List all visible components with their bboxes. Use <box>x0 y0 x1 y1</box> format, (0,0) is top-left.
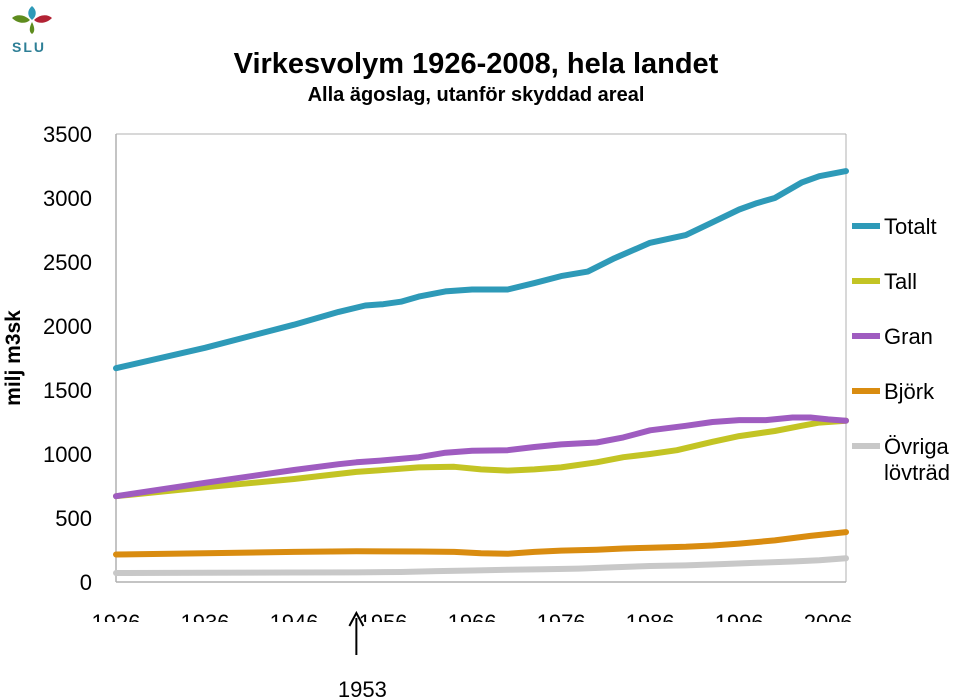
x-tick-label: 1956 <box>359 610 408 635</box>
x-tick-label: 1986 <box>626 610 675 635</box>
annotation-label: 1953 <box>338 677 387 699</box>
series-line-3 <box>113 414 849 500</box>
y-tick-labels: 0 500 1000 1500 2000 2500 3000 3500 <box>43 122 92 595</box>
legend: Totalt Tall Gran Björk Övriga lövträd <box>852 214 950 485</box>
y-tick-label: 1000 <box>43 442 92 467</box>
year-annotation: 1953 <box>338 610 387 699</box>
chart-subtitle: Alla ägoslag, utanför skyddad areal <box>308 84 645 106</box>
annotation-arrowhead-icon <box>348 610 365 627</box>
y-tick-label: 1500 <box>43 378 92 403</box>
x-tick-label: 1936 <box>181 610 230 635</box>
x-tick-label: 1966 <box>448 610 497 635</box>
series-lines <box>113 168 849 576</box>
y-tick-label: 500 <box>55 506 92 531</box>
leaf-emblem-icon <box>12 6 52 34</box>
slu-logo: SLU <box>12 6 52 55</box>
logo-text: SLU <box>12 39 46 55</box>
x-tick-labels: 1926 1936 1946 1956 1966 1976 1986 1996 2006 <box>92 610 853 635</box>
plot-area <box>115 133 847 583</box>
legend-label: Totalt <box>884 214 937 239</box>
y-axis-label: milj m3sk <box>2 310 25 406</box>
series-line-1 <box>113 168 849 372</box>
y-tick-label: 0 <box>80 570 92 595</box>
series-line-5 <box>113 555 849 576</box>
x-tick-label: 1926 <box>92 610 141 635</box>
y-tick-label: 3000 <box>43 186 92 211</box>
legend-label: Övriga lövträd <box>884 434 950 485</box>
x-tick-label: 2006 <box>804 610 853 635</box>
y-tick-label: 2000 <box>43 314 92 339</box>
x-tick-label: 1996 <box>715 610 764 635</box>
legend-label: Tall <box>884 269 917 294</box>
series-line-4 <box>113 529 849 558</box>
y-tick-label: 2500 <box>43 250 92 275</box>
legend-label: Gran <box>884 324 933 349</box>
chart-title: Virkesvolym 1926-2008, hela landet <box>234 48 719 80</box>
legend-label: Björk <box>884 379 935 404</box>
x-tick-label: 1946 <box>270 610 319 635</box>
series-line-2 <box>113 417 849 500</box>
y-tick-label: 3500 <box>43 122 92 147</box>
x-tick-label: 1976 <box>537 610 586 635</box>
